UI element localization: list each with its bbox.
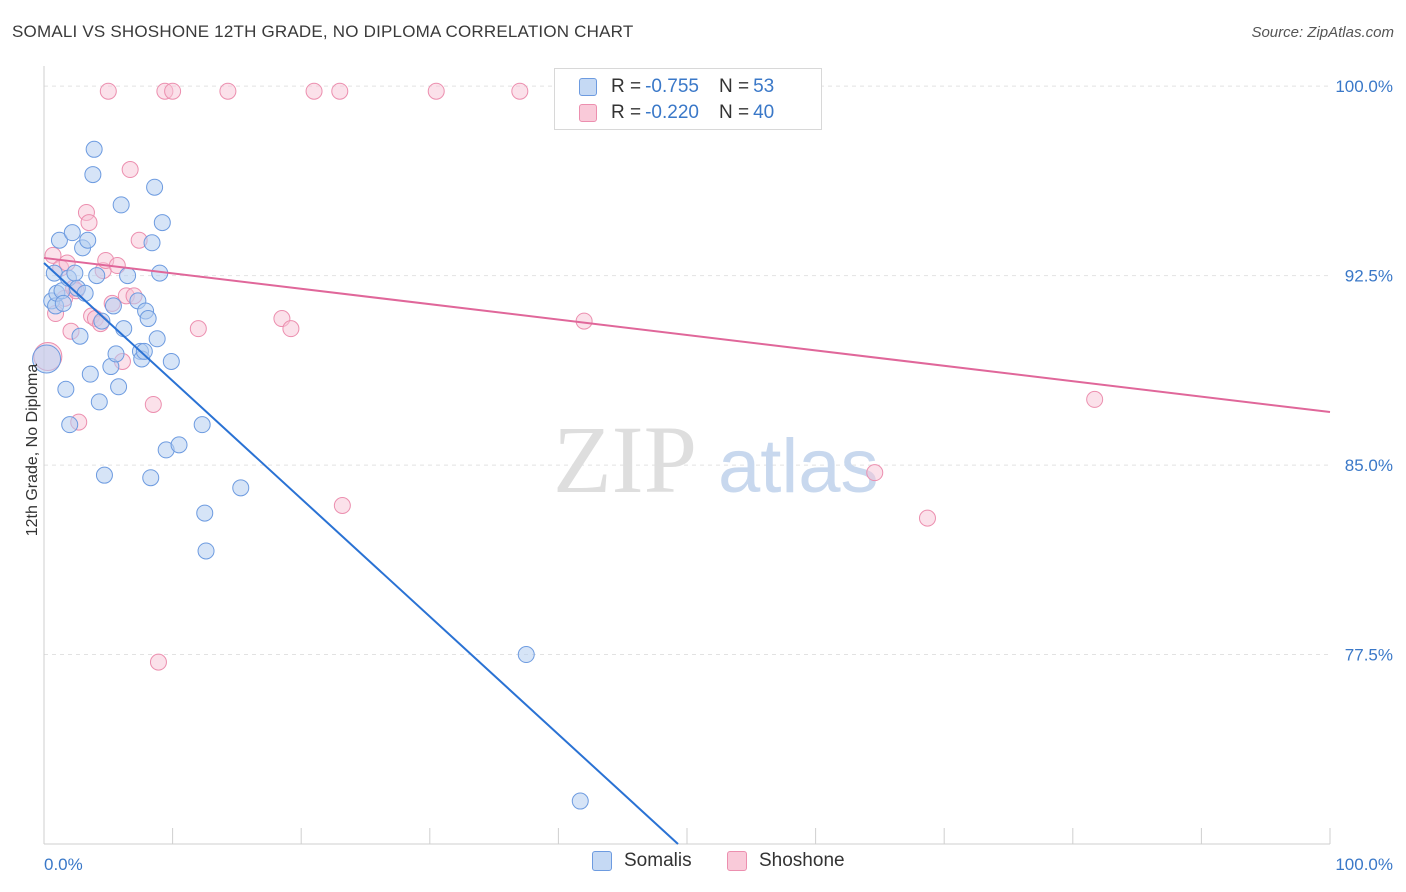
r-value: -0.755 <box>645 76 699 97</box>
shoshone-point <box>189 320 207 338</box>
somalis-point <box>57 380 75 398</box>
y-axis-title: 12th Grade, No Diploma <box>24 363 41 537</box>
somalis-point <box>162 353 180 371</box>
watermark-zip: ZIP <box>553 406 697 513</box>
y-tick-label: 100.0% <box>1335 77 1393 96</box>
somalis-point <box>81 365 99 383</box>
somalis-point <box>148 330 166 348</box>
somalis-point <box>119 267 137 285</box>
somalis-swatch <box>579 78 597 96</box>
somalis-point <box>66 264 84 282</box>
axis-layer <box>43 66 1331 845</box>
legend-item-somalis[interactable]: Somalis <box>592 850 692 872</box>
r-label: R = <box>611 102 642 123</box>
legend-row-somalis: R = -0.755 N = 53 <box>579 75 774 99</box>
y-tick-label: 77.5% <box>1345 646 1393 665</box>
somalis-point <box>95 466 113 484</box>
somalis-point <box>112 196 130 214</box>
somalis-point <box>93 312 111 330</box>
somalis-point <box>139 310 157 328</box>
somalis-point <box>71 327 89 345</box>
somalis-point <box>143 234 161 252</box>
grid-layer <box>44 85 1330 656</box>
somalis-point <box>79 231 97 249</box>
somalis-point <box>50 231 68 249</box>
somalis-point <box>571 792 589 810</box>
y-tick-label: 92.5% <box>1345 267 1393 286</box>
somalis-point <box>32 344 62 374</box>
somalis-point <box>232 479 250 497</box>
shoshone-point <box>511 82 529 100</box>
shoshone-point <box>331 82 349 100</box>
shoshone-point <box>219 82 237 100</box>
somalis-point <box>115 320 133 338</box>
shoshone-swatch <box>727 851 747 871</box>
somalis-point <box>193 416 211 434</box>
r-value: -0.220 <box>645 102 699 123</box>
shoshone-point <box>80 214 98 232</box>
somalis-point <box>63 224 81 242</box>
shoshone-point <box>918 509 936 527</box>
somalis-point <box>135 342 153 360</box>
shoshone-point <box>427 82 445 100</box>
shoshone-point <box>305 82 323 100</box>
correlation-legend: R = -0.755 N = 53 R = -0.220 N = 40 <box>554 68 822 130</box>
somalis-point <box>170 436 188 454</box>
shoshone-point <box>99 82 117 100</box>
shoshone-point <box>144 395 162 413</box>
somalis-point <box>153 214 171 232</box>
somalis-point <box>76 284 94 302</box>
somalis-point <box>84 166 102 184</box>
series-legend: Somalis Shoshone <box>0 850 1406 878</box>
y-axis-title-wrap: 12th Grade, No Diploma <box>18 300 48 600</box>
somalis-point <box>110 378 128 396</box>
shoshone-swatch <box>579 104 597 122</box>
shoshone-trendline <box>43 256 1331 414</box>
source-credit: Source: ZipAtlas.com <box>1251 24 1394 41</box>
somalis-point <box>517 646 535 664</box>
tick-labels: 77.5% 85.0% 92.5% 100.0% 0.0% 100.0% <box>44 77 1393 874</box>
n-label: N = <box>718 76 750 97</box>
legend-item-shoshone[interactable]: Shoshone <box>727 850 845 872</box>
somalis-point <box>61 416 79 434</box>
somalis-point <box>104 297 122 315</box>
somalis-point <box>54 294 72 312</box>
shoshone-points <box>33 82 1104 671</box>
legend-label-somalis: Somalis <box>624 850 692 871</box>
legend-row-shoshone: R = -0.220 N = 40 <box>579 101 774 125</box>
somalis-point <box>196 504 214 522</box>
somalis-point <box>107 345 125 363</box>
somalis-point <box>146 178 164 196</box>
trendlines <box>43 256 1331 845</box>
x-tick-label: 100.0% <box>1335 855 1393 874</box>
somalis-point <box>90 393 108 411</box>
chart-title: SOMALI VS SHOSHONE 12TH GRADE, NO DIPLOM… <box>12 22 634 41</box>
shoshone-point <box>333 496 351 514</box>
n-label: N = <box>718 102 750 123</box>
x-tick-label: 0.0% <box>44 855 83 874</box>
somalis-point <box>88 267 106 285</box>
y-tick-label: 85.0% <box>1345 456 1393 475</box>
shoshone-point <box>866 464 884 482</box>
shoshone-point <box>121 161 139 179</box>
somalis-points <box>32 140 589 810</box>
n-value: 40 <box>753 102 775 123</box>
legend-label-shoshone: Shoshone <box>759 850 845 871</box>
somalis-trendline <box>43 262 679 845</box>
r-label: R = <box>611 76 642 97</box>
shoshone-point <box>164 82 182 100</box>
watermark-atlas: atlas <box>718 424 879 509</box>
somalis-swatch <box>592 851 612 871</box>
somalis-point <box>85 140 103 158</box>
shoshone-point <box>1086 390 1104 408</box>
shoshone-point <box>149 653 167 671</box>
somalis-point <box>197 542 215 560</box>
shoshone-point <box>282 320 300 338</box>
somalis-point <box>142 469 160 487</box>
n-value: 53 <box>753 76 775 97</box>
